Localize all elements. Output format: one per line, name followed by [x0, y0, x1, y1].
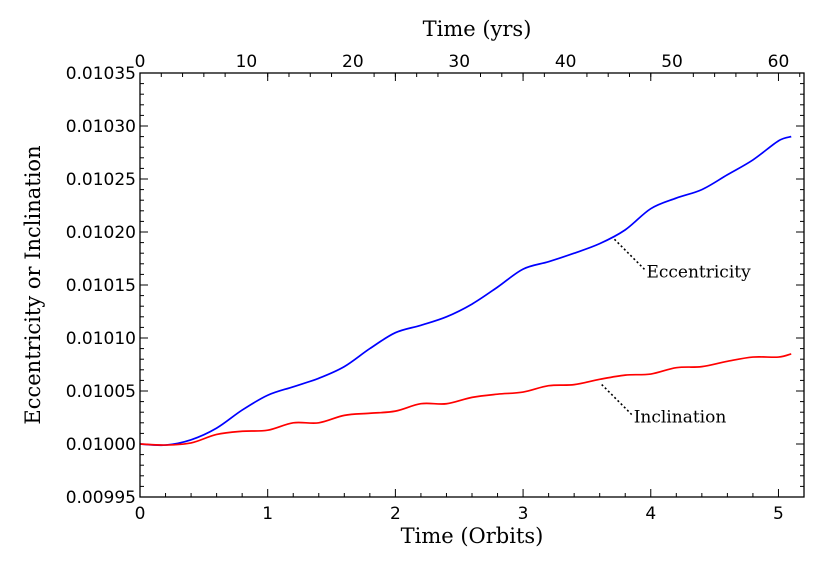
- x-tick-label: 1: [262, 504, 273, 524]
- y-tick-label: 0.01010: [66, 329, 136, 349]
- y-tick-label: 0.01030: [66, 117, 136, 137]
- x2-tick-label: 20: [342, 52, 364, 72]
- y-axis-title: Eccentricity or Inclination: [21, 145, 45, 424]
- x-axis-title: Time (Orbits): [401, 524, 544, 548]
- x2-tick-label: 60: [768, 52, 790, 72]
- x2-tick-label: 30: [448, 52, 470, 72]
- annotation-leader: [601, 383, 633, 416]
- y-tick-label: 0.01025: [66, 170, 136, 190]
- series-line-inclination: [139, 353, 792, 446]
- y-tick-label: 0.01000: [66, 435, 136, 455]
- x2-tick-label: 0: [135, 52, 146, 72]
- y-tick-label: 0.01020: [66, 223, 136, 243]
- x2-tick-label: 10: [236, 52, 258, 72]
- x2-tick-label: 40: [555, 52, 577, 72]
- y-tick-label: 0.01015: [66, 276, 136, 296]
- x2-axis-title: Time (yrs): [423, 17, 532, 41]
- annotation-leader: [613, 238, 646, 270]
- annotation-eccentricity: Eccentricity: [646, 262, 751, 282]
- ticks-layer: [139, 72, 804, 498]
- x-tick-label: 4: [645, 504, 656, 524]
- series-layer: [139, 135, 792, 447]
- x-tick-label: 2: [390, 504, 401, 524]
- annotation-inclination: Inclination: [634, 408, 727, 428]
- x2-tick-label: 50: [661, 52, 683, 72]
- y-tick-label: 0.00995: [66, 488, 136, 508]
- x-tick-label: 0: [135, 504, 146, 524]
- y-tick-label: 0.01035: [66, 64, 136, 84]
- annotations-layer: Eccentricity Inclination: [601, 238, 751, 428]
- tick-labels-layer: 0 1 2 3 4 50 10 20 30 40 50 600.009950.010000.01005…: [66, 52, 790, 524]
- y-tick-label: 0.01005: [66, 382, 136, 402]
- x-tick-label: 3: [518, 504, 529, 524]
- plot-frame: [139, 72, 805, 498]
- x-tick-label: 5: [773, 504, 784, 524]
- series-line-eccentricity: [139, 135, 792, 447]
